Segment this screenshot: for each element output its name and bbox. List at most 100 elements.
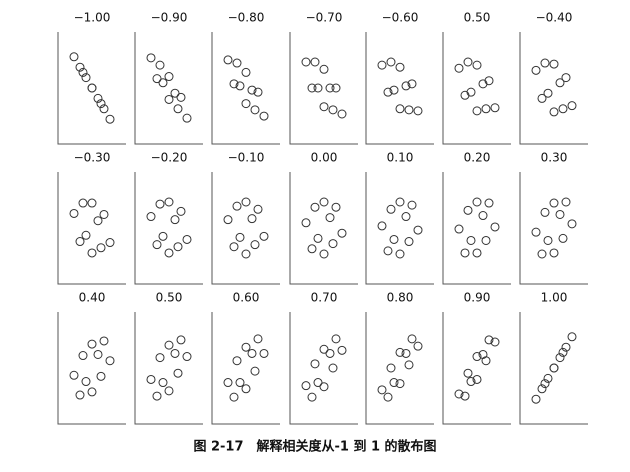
point [413,225,423,235]
point [463,205,473,215]
panel-axes [365,172,434,285]
point [337,345,347,355]
panel-axes [365,312,434,425]
point [259,231,269,241]
panel-axes [57,172,126,285]
point [561,197,571,207]
point [561,73,571,83]
point [537,93,547,103]
point [301,381,311,391]
point [543,373,553,383]
panel-axes [519,312,588,425]
point [567,219,577,229]
panel-axes [289,312,358,425]
panel-title: 0.20 [464,151,491,165]
point [241,342,251,352]
panel: 0.20 [442,151,511,285]
point [460,391,470,401]
point [531,394,541,404]
point [250,240,260,250]
point [331,202,341,212]
point [232,201,242,211]
point [478,211,488,221]
point [325,83,335,93]
point [99,209,109,219]
panel-title: 0.80 [387,291,414,305]
point [259,111,269,121]
point [78,67,88,77]
point [182,352,192,362]
point [176,92,186,102]
panel: −0.60 [365,11,434,145]
point [537,249,547,259]
panel: −1.00 [57,11,126,145]
point [93,216,103,226]
point [232,58,242,68]
point [454,389,464,399]
point [377,60,387,70]
panel-title: −0.60 [382,11,419,25]
point [328,239,338,249]
point [319,197,329,207]
point [555,78,565,88]
panel-axes [442,32,511,145]
point [146,374,156,384]
point [164,94,174,104]
point [170,88,180,98]
point [413,106,423,116]
point [235,232,245,242]
panel: 0.50 [134,291,203,425]
point [170,215,180,225]
point [383,87,393,97]
point [93,93,103,103]
point [259,348,269,358]
point [549,198,559,208]
point [389,234,399,244]
panel-title: −0.90 [151,11,188,25]
point [407,334,417,344]
point [389,378,399,388]
point [164,248,174,258]
point [383,246,393,256]
panel-title: 0.50 [464,11,491,25]
point [81,230,91,240]
point [307,244,317,254]
point [407,79,417,89]
point [78,351,88,361]
panel-axes [134,312,203,425]
point [75,237,85,247]
point [247,348,257,358]
panel-title: 0.70 [311,291,338,305]
point [313,378,323,388]
point [253,204,263,214]
point [386,363,396,373]
panel-title: −0.30 [74,151,111,165]
point [223,378,233,388]
point [555,353,565,363]
point [319,344,329,354]
point [69,370,79,380]
panel: 0.30 [519,151,588,285]
point [87,83,97,93]
point [105,356,115,366]
point [549,363,559,373]
point [337,228,347,238]
point [558,347,568,357]
point [466,87,476,97]
point [558,233,568,243]
point [182,113,192,123]
panel: −0.70 [289,11,358,145]
point [543,235,553,245]
point [250,366,260,376]
panel: 0.60 [211,291,280,425]
point [540,58,550,68]
point [241,99,251,109]
panel-title: 1.00 [541,291,568,305]
point [383,392,393,402]
point [69,52,79,62]
point [96,99,106,109]
point [484,76,494,86]
panel-title: 0.30 [541,151,568,165]
point [472,248,482,258]
point [253,334,263,344]
